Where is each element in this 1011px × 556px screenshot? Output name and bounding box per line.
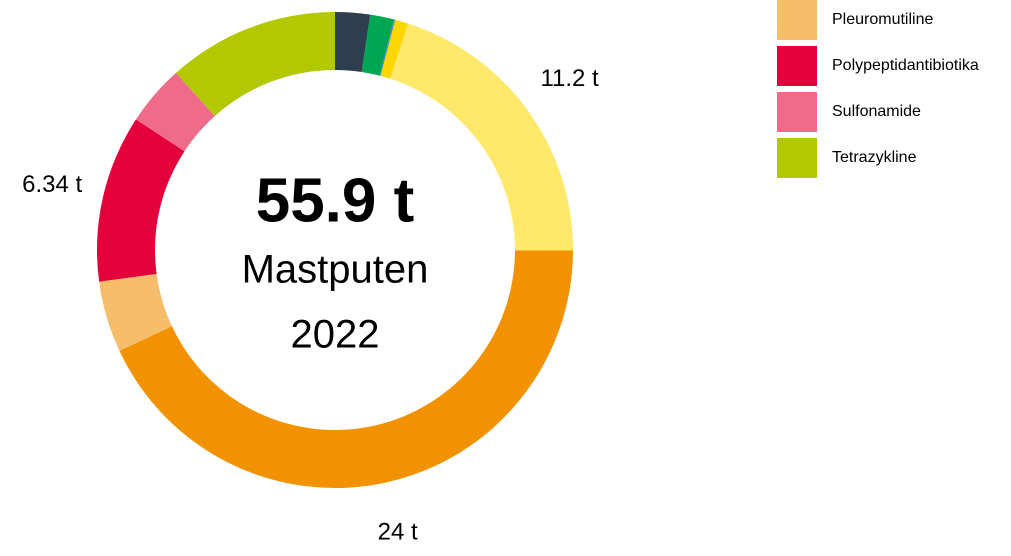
donut-segment (390, 23, 573, 251)
legend-label: Pleuromutiline (832, 11, 933, 28)
donut-segment (175, 12, 335, 117)
donut-segment (135, 72, 215, 152)
legend-label: Polypeptidantibiotika (832, 57, 979, 74)
value-label: 6.34 t (22, 171, 82, 198)
donut-segment (379, 19, 396, 76)
legend-swatch (777, 92, 817, 132)
donut-segment (335, 12, 371, 72)
legend-label: Sulfonamide (832, 103, 921, 120)
center-subtitle: Mastputen (242, 248, 429, 292)
legend-swatch (777, 0, 817, 40)
value-label: 11.2 t (540, 65, 599, 92)
donut-segment (96, 119, 185, 282)
legend-swatch (777, 138, 817, 178)
center-year: 2022 (291, 313, 380, 357)
legend-label: Tetrazykline (832, 149, 917, 166)
donut-segment (361, 14, 394, 76)
donut-segment (119, 250, 573, 489)
value-label: 24 t (378, 518, 418, 545)
center-title: 55.9 t (256, 166, 415, 235)
legend-swatch (777, 46, 817, 86)
donut-segment (99, 273, 172, 351)
donut-segment (380, 19, 409, 79)
